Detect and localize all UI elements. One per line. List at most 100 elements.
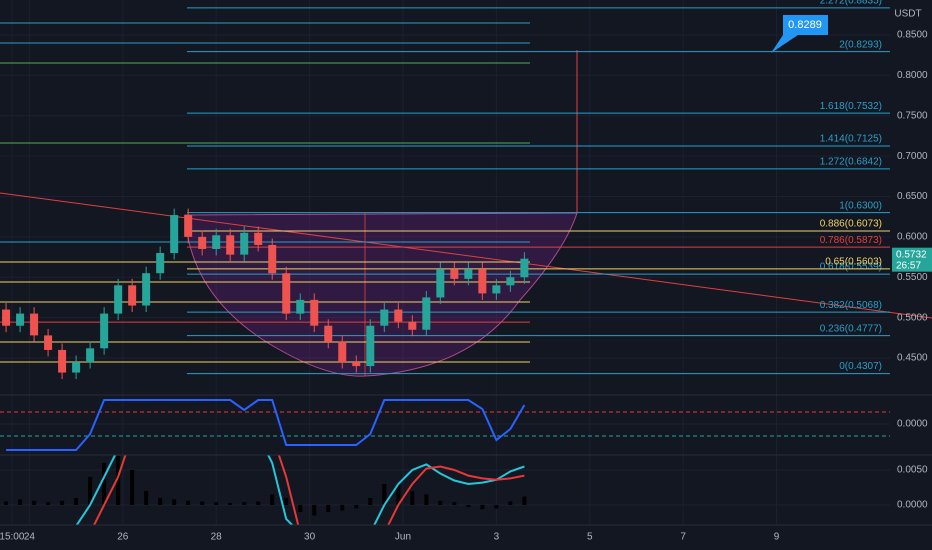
candle-body [156, 253, 165, 274]
histogram-bar [214, 502, 219, 505]
y-tick-label: 0.6000 [897, 232, 928, 243]
candle-body [16, 313, 25, 326]
x-tick-label: 15:00 [0, 532, 25, 543]
fib-label: 0.618(0.5539) [820, 262, 882, 273]
y-tick-label: 0.6500 [897, 191, 928, 202]
x-tick-label: 5 [587, 532, 593, 543]
candle-body [478, 269, 487, 294]
candle-body [352, 362, 361, 367]
x-tick-label: 3 [494, 532, 500, 543]
x-tick-label: 30 [304, 532, 316, 543]
candle-body [282, 273, 291, 314]
x-tick-label: 28 [211, 532, 223, 543]
fib-label: 0.65(0.5603) [825, 257, 882, 268]
histogram-bar [32, 500, 37, 505]
x-tick-label: 24 [24, 532, 36, 543]
fib-label: 1.414(0.7125) [820, 134, 882, 145]
candle-body [212, 235, 221, 249]
histogram-bar [4, 501, 9, 505]
histogram-bar [284, 497, 289, 505]
y-tick-label: 0.5500 [897, 272, 928, 283]
indicator-line [92, 455, 525, 525]
x-tick-label: 26 [117, 532, 129, 543]
callout-label: 0.8289 [788, 19, 822, 31]
x-tick-label: 7 [680, 532, 686, 543]
candle-body [296, 299, 305, 314]
candle-body [142, 273, 151, 306]
candle-body [170, 215, 179, 254]
candle-body [506, 277, 515, 286]
candle-body [240, 232, 249, 255]
candle-body [520, 258, 529, 278]
histogram-bar [382, 483, 387, 505]
candle-body [2, 309, 11, 326]
histogram-bar [158, 497, 163, 505]
candle-body [394, 309, 403, 322]
fib-label: 0.382(0.5068) [820, 300, 882, 311]
histogram-bar [480, 504, 485, 510]
histogram-bar [186, 500, 191, 505]
y-tick-label: 0.8000 [897, 70, 928, 81]
price-callout-box [783, 15, 828, 35]
fib-label: 0.886(0.6073) [820, 219, 882, 230]
candle-body [58, 349, 67, 373]
candle-body [100, 313, 109, 349]
candle-body [324, 325, 333, 342]
histogram-bar [130, 469, 135, 505]
histogram-bar [298, 504, 303, 512]
histogram-bar [452, 502, 457, 505]
fib-label: 1(0.6300) [839, 200, 882, 211]
histogram-bar [102, 462, 107, 505]
candle-body [184, 215, 193, 237]
candle-body [450, 269, 459, 279]
x-tick-label: Jun [395, 532, 411, 543]
candle-body [30, 313, 39, 336]
fib-label: 1.618(0.7532) [820, 101, 882, 112]
candle-body [366, 325, 375, 367]
candle-body [422, 297, 431, 330]
candle-body [226, 235, 235, 255]
histogram-bar [60, 500, 65, 505]
candle-body [44, 335, 53, 350]
fib-label: 2.272(0.8835) [820, 0, 882, 7]
histogram-bar [424, 494, 429, 505]
candle-body [268, 244, 277, 274]
histogram-bar [242, 502, 247, 505]
candle-body [72, 362, 81, 373]
fib-label: 1.272(0.6842) [820, 157, 882, 168]
histogram-bar [326, 504, 331, 512]
candle-body [86, 348, 95, 363]
grid [0, 0, 890, 525]
histogram-bar [144, 490, 149, 505]
histogram-bar [88, 476, 93, 505]
y-tick-label: 0.7500 [897, 110, 928, 121]
histogram-bar [172, 499, 177, 505]
histogram-bar [74, 497, 79, 505]
candle-body [408, 321, 417, 330]
candle-body [436, 269, 445, 298]
histogram-bar [256, 501, 261, 505]
y-tick-label: 0.4500 [897, 353, 928, 364]
candle-body [338, 341, 347, 363]
histogram-bar [46, 502, 51, 505]
fib-label: 0(0.4307) [839, 361, 882, 372]
fib-label: 0.236(0.4777) [820, 323, 882, 334]
candle-body [114, 285, 123, 314]
candle-body [464, 269, 473, 279]
histogram-bar [200, 501, 205, 505]
histogram-bar [466, 504, 471, 508]
currency-label: USDT [894, 9, 921, 20]
histogram-bar [270, 494, 275, 505]
histogram-bar [438, 500, 443, 505]
y-tick-label: 0.0000 [897, 500, 928, 511]
histogram-bar [340, 504, 345, 511]
y-tick-label: 0.7000 [897, 151, 928, 162]
indicator-line [6, 399, 526, 451]
candle-body [380, 309, 389, 326]
candle-body [198, 236, 207, 249]
trend-line [0, 192, 932, 319]
x-tick-label: 9 [774, 532, 780, 543]
indicator-line [75, 455, 525, 525]
countdown-label: 26:57 [896, 260, 921, 271]
